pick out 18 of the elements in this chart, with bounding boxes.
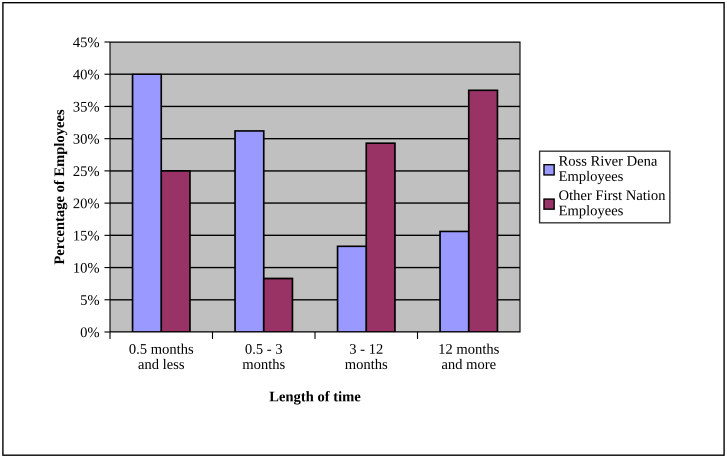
x-tick-label: 0.5 months and less [129, 344, 194, 370]
y-tick-label: 15% [74, 230, 100, 241]
y-tick-label: 10% [74, 262, 100, 273]
x-tick-label: 12 months and more [439, 344, 499, 370]
legend-label: Ross River Dena Employees [558, 156, 658, 184]
y-tick-label: 25% [73, 166, 100, 176]
x-tick-label: 3 - 12 months [345, 344, 388, 370]
x-tick-label: 0.5 - 3 months [242, 344, 285, 370]
y-tick-label: 40% [73, 70, 100, 80]
y-tick-label: 20% [73, 198, 100, 208]
y-tick-label: 0% [80, 327, 100, 338]
y-axis-title: Percentage of Employees [54, 110, 68, 264]
y-tick-label: 45% [73, 37, 100, 48]
y-tick-label: 5% [80, 295, 100, 306]
x-axis-title: Length of time [269, 391, 360, 405]
legend-label: Other First Nation Employees [558, 190, 666, 218]
y-tick-label: 35% [74, 102, 100, 112]
y-tick-label: 30% [74, 134, 100, 144]
